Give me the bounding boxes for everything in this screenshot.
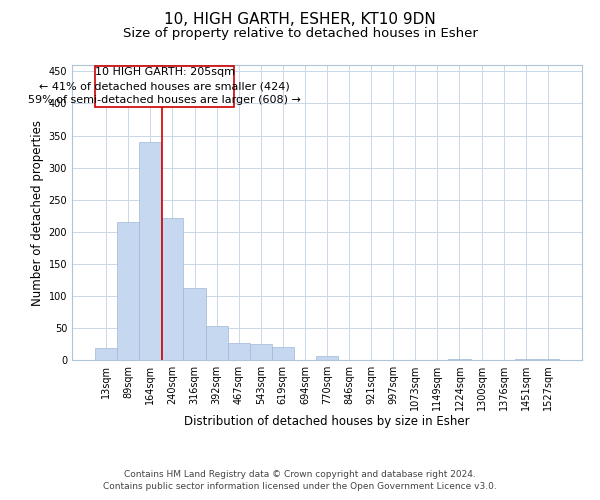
Bar: [184, 288, 206, 360]
X-axis label: Distribution of detached houses by size in Esher: Distribution of detached houses by size …: [184, 414, 470, 428]
Bar: [515, 358, 537, 360]
FancyBboxPatch shape: [95, 66, 234, 106]
Bar: [316, 356, 338, 360]
Bar: [139, 142, 161, 360]
Bar: [272, 347, 294, 360]
Bar: [206, 326, 227, 360]
Bar: [537, 358, 559, 360]
Y-axis label: Number of detached properties: Number of detached properties: [31, 120, 44, 306]
Text: Contains HM Land Registry data © Crown copyright and database right 2024.: Contains HM Land Registry data © Crown c…: [124, 470, 476, 479]
Bar: [95, 348, 117, 360]
Bar: [250, 344, 272, 360]
Text: 10 HIGH GARTH: 205sqm
← 41% of detached houses are smaller (424)
59% of semi-det: 10 HIGH GARTH: 205sqm ← 41% of detached …: [28, 68, 301, 106]
Text: 10, HIGH GARTH, ESHER, KT10 9DN: 10, HIGH GARTH, ESHER, KT10 9DN: [164, 12, 436, 28]
Text: Contains public sector information licensed under the Open Government Licence v3: Contains public sector information licen…: [103, 482, 497, 491]
Bar: [117, 222, 139, 360]
Bar: [227, 344, 250, 360]
Text: Size of property relative to detached houses in Esher: Size of property relative to detached ho…: [122, 28, 478, 40]
Bar: [448, 358, 470, 360]
Bar: [161, 218, 184, 360]
